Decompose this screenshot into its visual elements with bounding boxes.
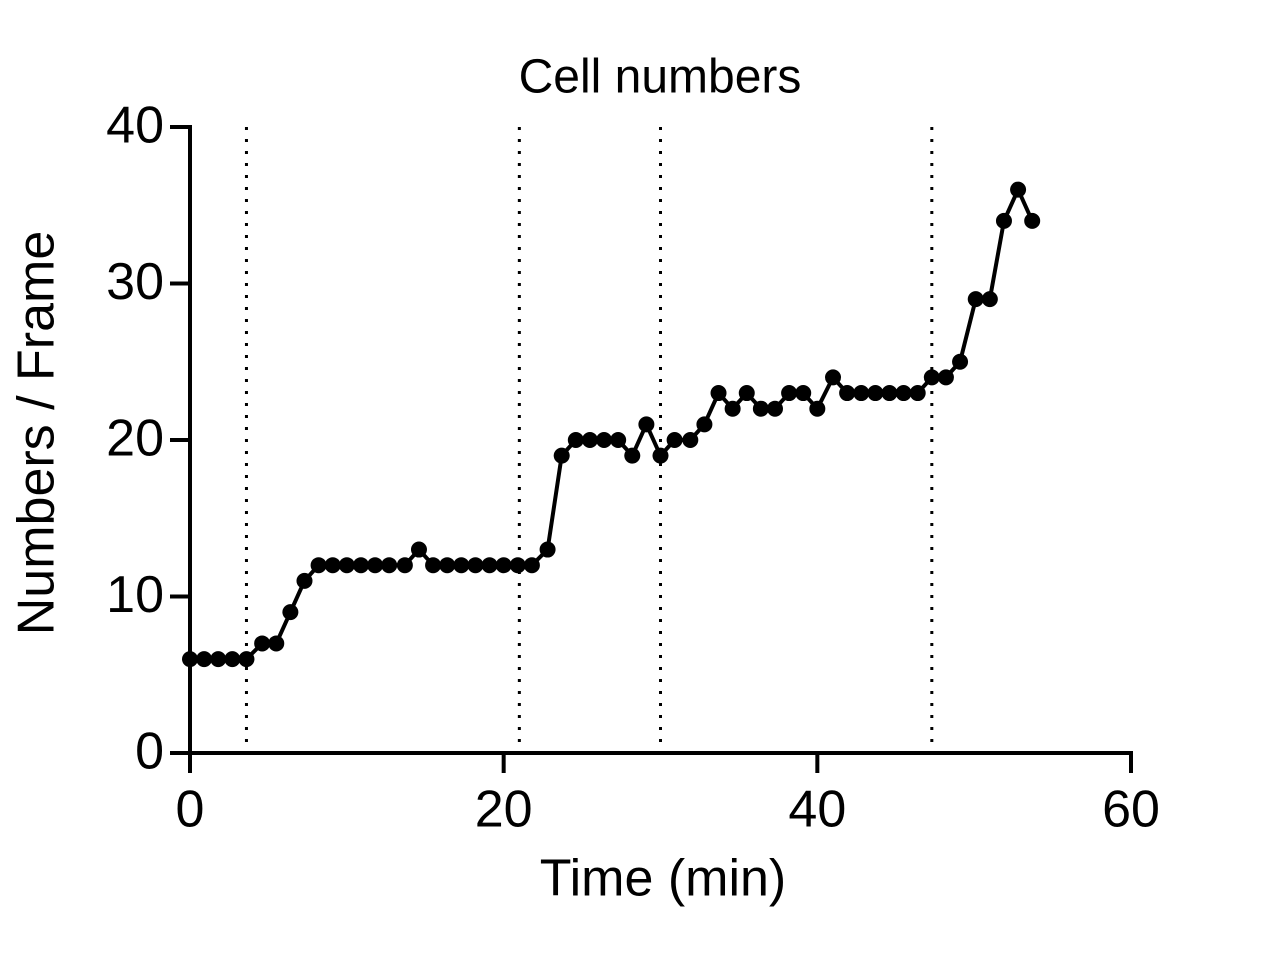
y-tick-label: 40: [106, 97, 164, 155]
data-point: [682, 432, 699, 448]
data-point: [738, 385, 755, 402]
data-point: [310, 557, 327, 574]
data-point: [752, 400, 769, 417]
data-point: [495, 557, 512, 574]
data-point: [396, 557, 413, 574]
data-point: [567, 432, 584, 448]
x-axis-label: Time (min): [540, 850, 787, 908]
data-point: [923, 369, 940, 386]
data-point: [781, 385, 798, 402]
data-point: [825, 369, 842, 386]
data-point: [666, 432, 683, 448]
data-point: [467, 557, 484, 574]
data-point: [952, 353, 969, 370]
data-point: [795, 385, 812, 402]
data-point: [182, 651, 198, 668]
data-point: [553, 447, 570, 464]
data-point: [254, 635, 271, 652]
data-point: [596, 432, 613, 448]
x-tick-label: 40: [788, 781, 846, 839]
data-point: [853, 385, 870, 402]
y-tick-label: 0: [135, 723, 164, 781]
data-point: [1010, 181, 1027, 198]
data-point: [624, 447, 641, 464]
data-point: [937, 369, 954, 386]
data-point: [268, 635, 285, 652]
data-point: [224, 651, 241, 668]
data-point: [710, 385, 727, 402]
data-point: [1024, 212, 1041, 229]
data-point: [724, 400, 741, 417]
data-point: [282, 604, 299, 621]
data-point: [967, 291, 984, 308]
data-point: [210, 651, 227, 668]
data-point: [196, 651, 213, 668]
data-point: [867, 385, 884, 402]
data-point: [895, 385, 912, 402]
chart-title: Cell numbers: [519, 51, 802, 104]
data-point: [809, 400, 826, 417]
data-point: [425, 557, 442, 574]
data-point: [909, 385, 926, 402]
data-point: [610, 432, 627, 448]
data-point: [995, 212, 1012, 229]
data-point: [981, 291, 998, 308]
x-tick-label: 20: [475, 781, 533, 839]
y-tick-label: 30: [106, 253, 164, 311]
data-point: [881, 385, 898, 402]
data-point: [410, 541, 427, 558]
data-point: [352, 557, 369, 574]
series-line: [190, 187, 1035, 662]
data-point: [238, 651, 255, 668]
data-point: [581, 432, 598, 448]
data-point: [509, 557, 526, 574]
data-point: [453, 557, 470, 574]
data-point: [324, 557, 341, 574]
x-tick-label: 0: [176, 781, 205, 839]
data-point: [839, 385, 856, 402]
data-point: [296, 572, 313, 589]
data-point: [367, 557, 384, 574]
data-point: [381, 557, 398, 574]
data-point: [696, 416, 713, 433]
data-point: [481, 557, 498, 574]
data-point: [523, 557, 540, 574]
data-point: [638, 416, 655, 433]
data-point: [439, 557, 456, 574]
x-tick-label: 60: [1102, 781, 1160, 839]
data-point: [338, 557, 355, 574]
y-tick-label: 10: [106, 566, 164, 624]
data-point: [766, 400, 783, 417]
y-tick-label: 20: [106, 410, 164, 468]
y-axis-label: Numbers / Frame: [8, 231, 66, 636]
data-point: [539, 541, 556, 558]
data-point: [652, 447, 669, 464]
